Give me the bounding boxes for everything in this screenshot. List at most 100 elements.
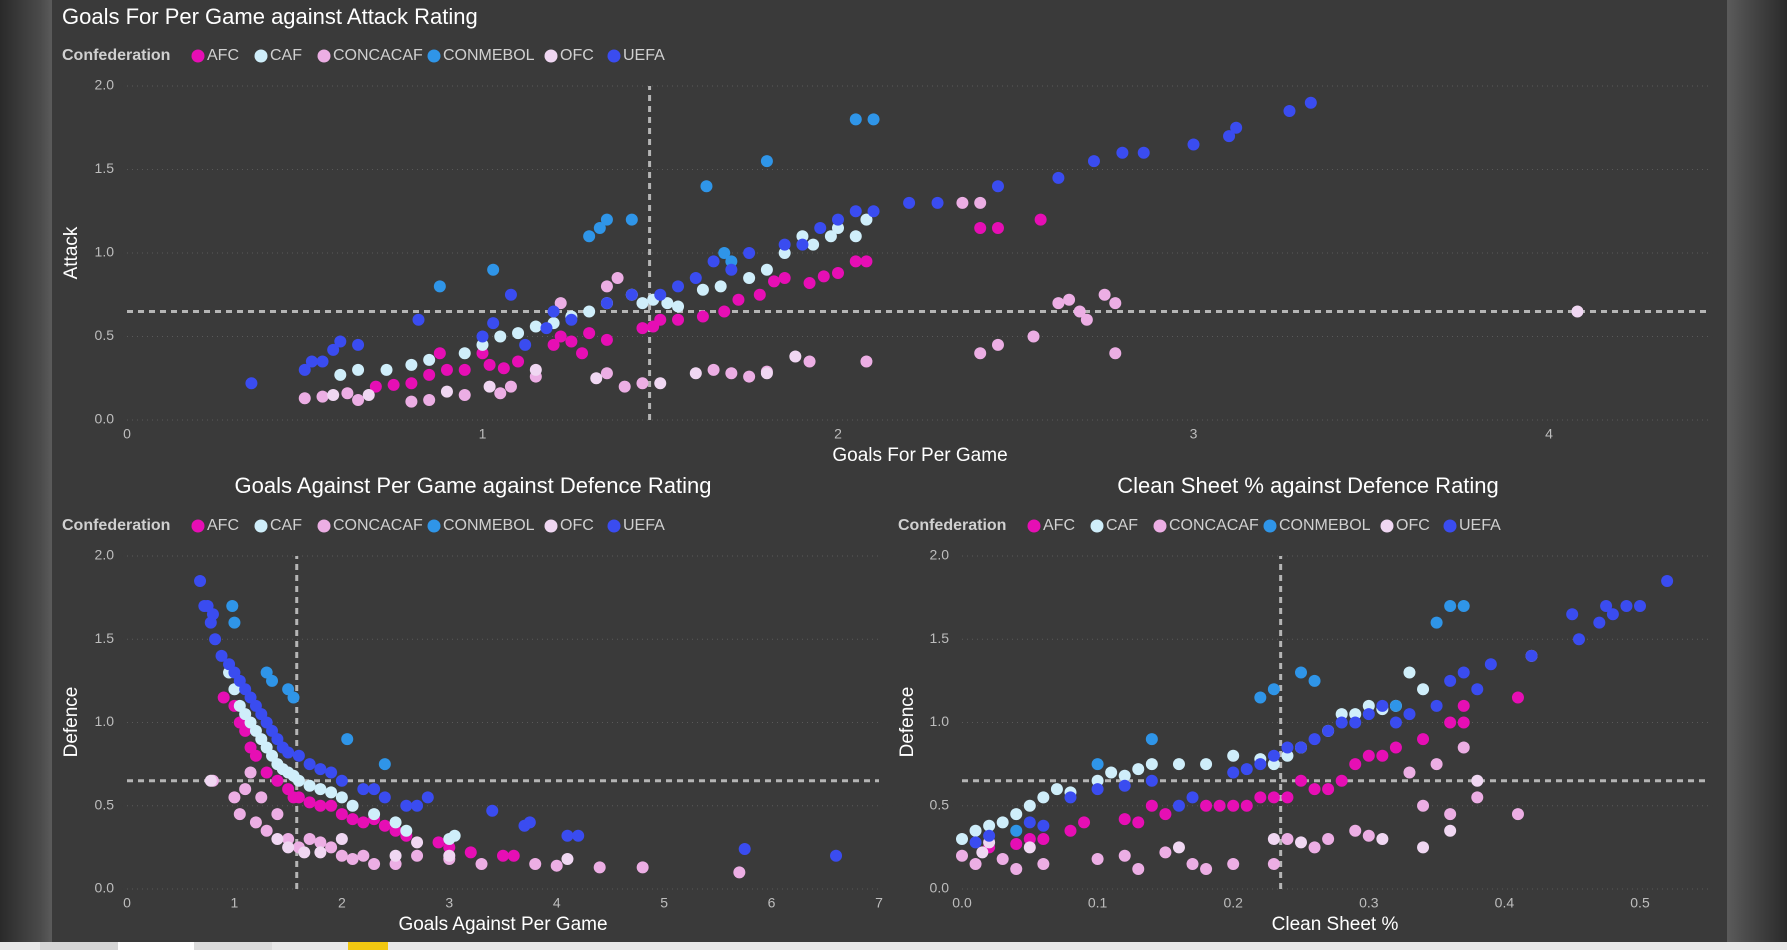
data-point-caf	[335, 791, 348, 804]
data-point-ofc	[760, 367, 773, 380]
legend-label-uefa: UEFA	[623, 517, 665, 534]
page-tab[interactable]	[118, 942, 194, 950]
data-point-concacaf	[1281, 833, 1294, 846]
legend-marker-ofc	[544, 49, 558, 63]
data-point-ofc	[327, 388, 340, 401]
page-tab[interactable]	[40, 942, 118, 950]
y-tick-label: 2.0	[930, 547, 950, 563]
page-tab[interactable]	[194, 942, 272, 950]
page-tab[interactable]	[348, 942, 388, 950]
data-point-afc	[497, 362, 510, 375]
data-point-uefa	[849, 205, 862, 218]
x-tick-label: 0.3	[1359, 895, 1379, 911]
data-point-afc	[1322, 783, 1335, 796]
data-point-caf	[368, 808, 381, 821]
data-point-ofc	[1376, 833, 1389, 846]
data-point-concacaf	[368, 858, 381, 871]
data-point-concacaf	[1417, 799, 1430, 812]
legend-marker-caf	[254, 49, 268, 63]
data-point-conmebol	[287, 691, 300, 704]
data-point-uefa	[1444, 674, 1457, 687]
data-point-concacaf	[974, 347, 987, 360]
data-point-afc	[576, 347, 589, 360]
data-point-afc	[1034, 213, 1047, 226]
legend-title: Confederation	[62, 47, 170, 64]
data-point-caf	[636, 297, 649, 310]
data-point-afc	[378, 819, 391, 832]
data-point-uefa	[1593, 616, 1606, 629]
data-point-concacaf	[550, 859, 563, 872]
data-point-uefa	[689, 272, 702, 285]
data-point-concacaf	[352, 393, 365, 406]
data-point-uefa	[194, 574, 207, 587]
data-point-ofc	[1417, 841, 1430, 854]
data-point-afc	[292, 791, 305, 804]
data-point-concacaf	[956, 849, 968, 862]
data-point-uefa	[1281, 741, 1294, 754]
legend-marker-concacaf	[317, 519, 331, 533]
data-point-caf	[1050, 783, 1063, 796]
data-point-uefa	[1304, 96, 1317, 109]
data-point-uefa	[672, 280, 685, 293]
data-point-afc	[483, 358, 496, 371]
data-point-concacaf	[260, 824, 273, 837]
data-point-concacaf	[255, 791, 268, 804]
data-point-afc	[1145, 799, 1158, 812]
data-point-caf	[292, 774, 305, 787]
data-point-caf	[1105, 766, 1118, 779]
data-point-afc	[1335, 774, 1348, 787]
legend-marker-concacaf	[317, 49, 331, 63]
data-point-uefa	[357, 783, 370, 796]
data-point-conmebol	[718, 247, 731, 259]
data-point-concacaf	[803, 355, 816, 368]
legend-label-ofc: OFC	[560, 517, 594, 534]
data-point-afc	[583, 327, 596, 340]
data-point-concacaf	[325, 841, 338, 854]
data-point-concacaf	[1511, 808, 1524, 821]
data-point-caf	[1010, 808, 1023, 821]
data-point-uefa	[523, 816, 536, 829]
data-point-conmebol	[725, 255, 738, 268]
data-point-afc	[1023, 833, 1036, 846]
data-point-uefa	[1137, 146, 1150, 159]
data-point-uefa	[206, 608, 219, 621]
data-point-uefa	[778, 238, 791, 251]
data-point-afc	[1308, 783, 1321, 796]
data-point-uefa	[725, 263, 738, 276]
legend-marker-ofc	[544, 519, 558, 533]
data-point-ofc	[1295, 836, 1307, 849]
data-point-afc	[369, 380, 382, 393]
data-point-uefa	[1376, 699, 1389, 712]
data-point-uefa	[1223, 130, 1236, 143]
data-point-uefa	[298, 363, 311, 376]
data-point-ofc	[411, 836, 424, 849]
legend-label-uefa: UEFA	[1459, 517, 1501, 534]
data-point-concacaf	[1080, 313, 1093, 326]
y-axis-label: Defence	[61, 687, 82, 758]
data-point-caf	[1172, 758, 1185, 771]
y-tick-label: 0.5	[95, 796, 115, 812]
data-point-caf	[860, 213, 873, 226]
data-point-uefa	[314, 763, 327, 776]
data-point-uefa	[1116, 146, 1129, 159]
x-tick-label: 4	[553, 895, 561, 911]
data-point-afc	[1064, 824, 1077, 837]
data-point-uefa	[412, 313, 425, 326]
data-point-afc	[1118, 813, 1131, 826]
data-point-ofc	[1444, 824, 1457, 837]
data-point-uefa	[1322, 724, 1335, 737]
data-point-caf	[661, 297, 674, 310]
legend-label-conmebol: CONMEBOL	[1279, 517, 1371, 534]
data-point-uefa	[519, 338, 532, 351]
data-point-concacaf	[618, 380, 631, 393]
data-point-concacaf	[1052, 297, 1065, 310]
data-point-uefa	[1620, 599, 1633, 612]
x-axis-label: Clean Sheet %	[1272, 914, 1399, 935]
data-point-uefa	[625, 288, 638, 301]
data-point-afc	[512, 355, 525, 368]
legend-marker-conmebol	[427, 49, 441, 63]
data-point-afc	[1159, 808, 1172, 821]
left-frame	[0, 0, 52, 950]
data-point-uefa	[867, 205, 880, 218]
